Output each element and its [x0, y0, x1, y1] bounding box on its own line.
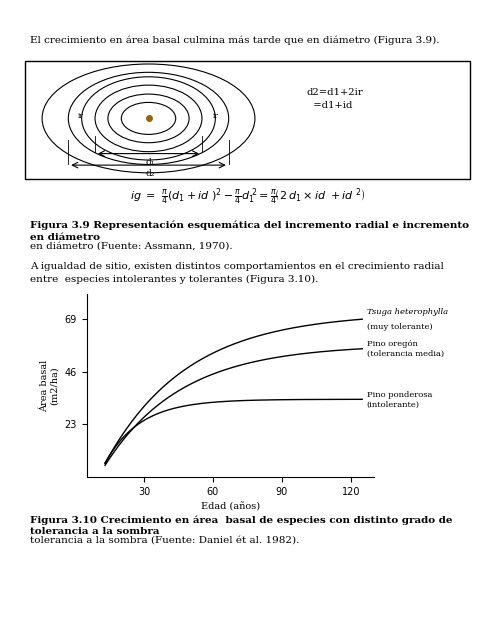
Text: en diámetro (Fuente: Assmann, 1970).: en diámetro (Fuente: Assmann, 1970). — [30, 241, 232, 250]
Text: d2=d1+2ir
  =d1+id: d2=d1+2ir =d1+id — [307, 88, 364, 110]
Text: Tsuga heterophylla: Tsuga heterophylla — [367, 308, 448, 316]
Text: Pino ponderosa
(intolerante): Pino ponderosa (intolerante) — [367, 390, 432, 409]
Y-axis label: Área basal
(m2/ha): Área basal (m2/ha) — [40, 360, 59, 412]
Text: (muy tolerante): (muy tolerante) — [367, 323, 433, 331]
Text: $ig \ = \ \frac{\pi}{4}(d_1 + id\ )^2 - \frac{\pi}{4} d_1^{\ 2} = \frac{\pi}{4}\: $ig \ = \ \frac{\pi}{4}(d_1 + id\ )^2 - … — [130, 186, 365, 207]
X-axis label: Edad (años): Edad (años) — [200, 502, 260, 511]
Text: tolerancia a la sombra (Fuente: Daniel ét al. 1982).: tolerancia a la sombra (Fuente: Daniel é… — [30, 536, 299, 545]
Bar — [25, 61, 470, 179]
Text: d₂: d₂ — [146, 169, 154, 178]
Text: Pino oregón
(tolerancia media): Pino oregón (tolerancia media) — [367, 340, 444, 358]
Text: El crecimiento en área basal culmina más tarde que en diámetro (Figura 3.9).: El crecimiento en área basal culmina más… — [30, 35, 439, 45]
Text: d₁: d₁ — [146, 158, 154, 167]
Text: ir: ir — [213, 112, 219, 120]
Text: A igualdad de sitio, existen distintos comportamientos en el crecimiento radial
: A igualdad de sitio, existen distintos c… — [30, 262, 444, 284]
Text: Figura 3.9 Representación esquemática del incremento radial e incremento
en diám: Figura 3.9 Representación esquemática de… — [30, 221, 469, 242]
Text: Figura 3.10 Crecimiento en área  basal de especies con distinto grado de
toleran: Figura 3.10 Crecimiento en área basal de… — [30, 515, 452, 536]
Text: ir: ir — [78, 112, 84, 120]
